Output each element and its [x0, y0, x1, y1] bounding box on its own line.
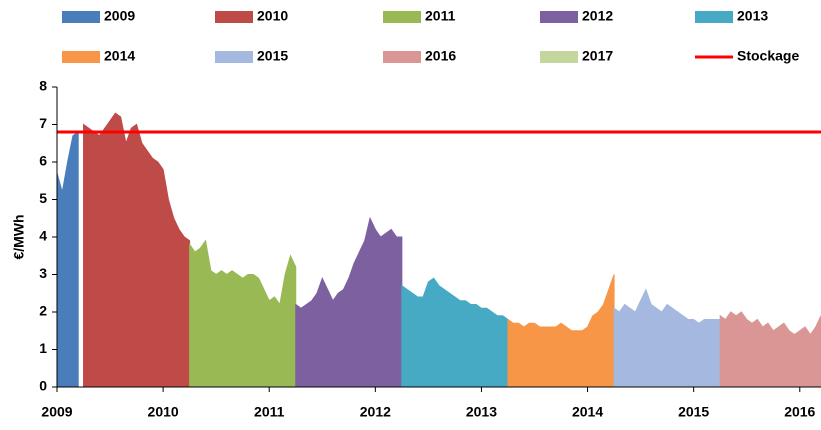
y-tick-label: 3: [39, 265, 47, 281]
legend-swatch: [540, 11, 578, 23]
area: [613, 288, 721, 388]
x-tick-label: 2016: [784, 404, 815, 420]
x-tick-label: 2013: [466, 404, 497, 420]
legend-label: 2013: [737, 8, 768, 24]
y-tick-label: 0: [39, 378, 47, 394]
x-tick-label: 2010: [148, 404, 179, 420]
area: [295, 216, 403, 388]
area: [56, 131, 79, 388]
legend-swatch: [215, 51, 253, 63]
y-tick-label: 7: [39, 115, 47, 131]
y-axis-label: €/MWh: [11, 214, 27, 259]
legend-swatch: [383, 11, 421, 23]
x-tick-label: 2011: [254, 404, 285, 420]
legend-label: 2010: [257, 8, 288, 24]
legend-label: 2017: [582, 48, 613, 64]
legend-swatch: [62, 11, 100, 23]
legend-label: 2014: [104, 48, 135, 64]
legend-label: 2016: [425, 48, 456, 64]
y-tick-label: 4: [39, 228, 47, 244]
legend-label: 2012: [582, 8, 613, 24]
legend-label: 2011: [425, 8, 456, 24]
y-tick-label: 5: [39, 190, 47, 206]
legend-swatch: [215, 11, 253, 23]
legend-swatch: [695, 11, 733, 23]
legend-swatch: [383, 51, 421, 63]
x-tick-label: 2012: [360, 404, 391, 420]
legend-label: 2015: [257, 48, 288, 64]
x-tick-label: 2015: [678, 404, 709, 420]
area: [189, 239, 297, 388]
legend-swatch: [540, 51, 578, 63]
legend-swatch: [62, 51, 100, 63]
x-tick-label: 2014: [572, 404, 603, 420]
y-tick-label: 1: [39, 340, 47, 356]
area: [83, 112, 191, 388]
x-tick-label: 2009: [41, 404, 72, 420]
area: [507, 274, 615, 388]
area: [401, 277, 509, 388]
area: [719, 311, 821, 388]
legend-label: 2009: [104, 8, 135, 24]
y-tick-label: 8: [39, 78, 47, 94]
y-tick-label: 6: [39, 153, 47, 169]
legend-label: Stockage: [737, 48, 799, 64]
y-tick-label: 2: [39, 303, 47, 319]
